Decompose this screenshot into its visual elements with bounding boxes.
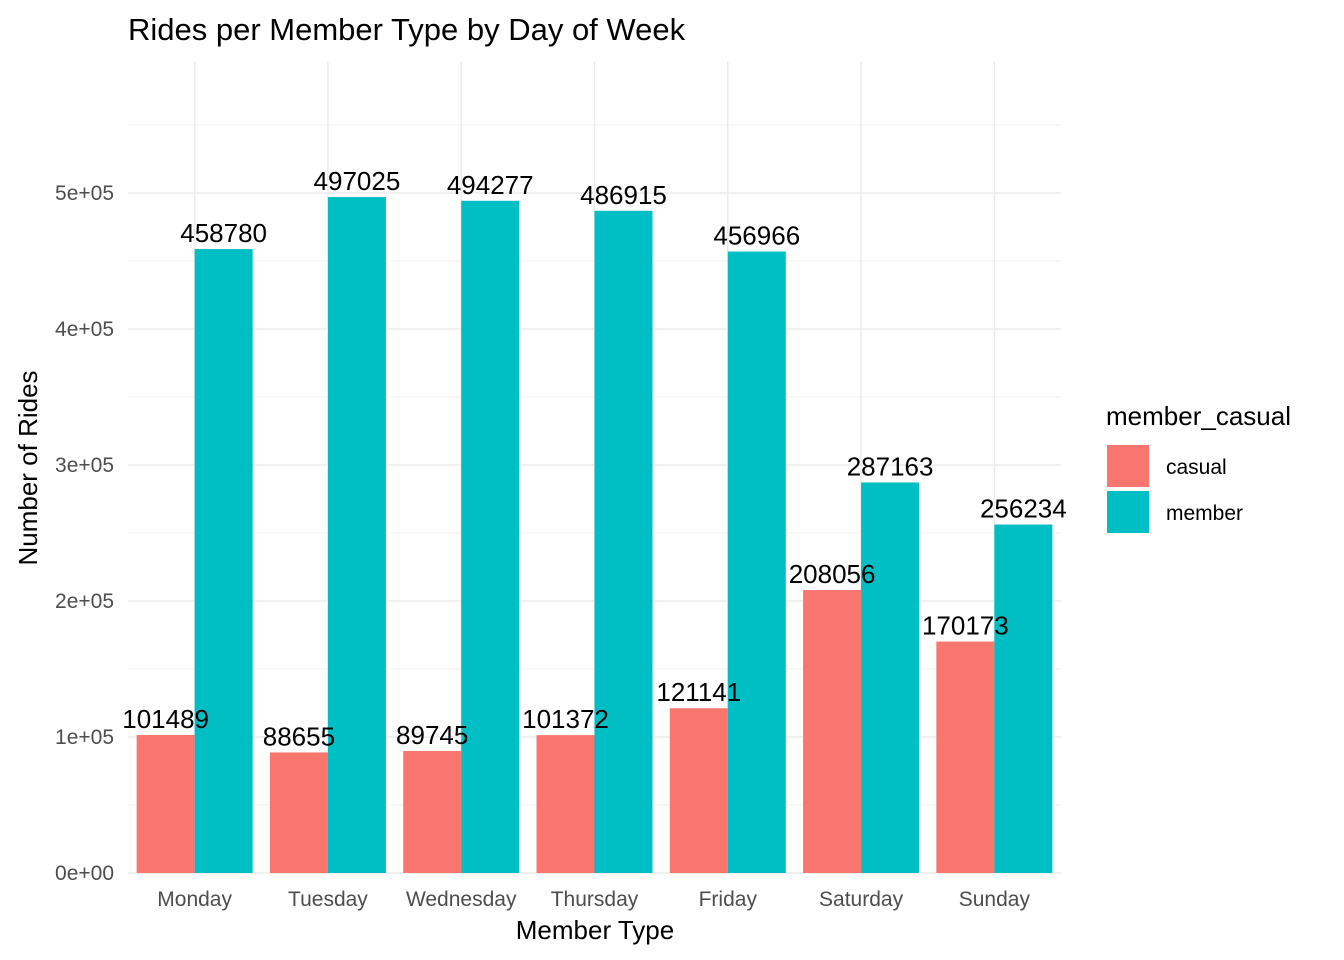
- bars: [136, 197, 1053, 874]
- x-tick-label: Wednesday: [406, 888, 517, 911]
- bar-casual-tuesday: [269, 752, 328, 873]
- data-label-member-friday: 456966: [713, 221, 800, 251]
- x-axis-title: Member Type: [516, 915, 674, 945]
- data-label-casual-monday: 101489: [122, 704, 209, 734]
- data-label-casual-thursday: 101372: [522, 704, 609, 734]
- data-label-member-monday: 458780: [180, 218, 267, 248]
- legend-title: member_casual: [1106, 401, 1291, 431]
- bar-member-thursday: [594, 210, 653, 873]
- legend-label-casual: casual: [1166, 456, 1227, 479]
- data-label-member-thursday: 486915: [580, 180, 667, 210]
- data-label-member-wednesday: 494277: [447, 170, 534, 200]
- x-tick-label: Tuesday: [288, 888, 368, 911]
- bar-casual-monday: [136, 734, 195, 873]
- x-tick-label: Saturday: [819, 888, 904, 911]
- data-label-member-sunday: 256234: [980, 494, 1067, 524]
- x-axis-ticks: Monday Tuesday Wednesday Thursday Friday Satu…: [157, 888, 1030, 911]
- y-tick-label: 2e+05: [55, 590, 114, 613]
- bar-member-tuesday: [327, 197, 386, 873]
- bar-member-saturday: [861, 482, 920, 873]
- data-label-member-tuesday: 497025: [314, 166, 401, 196]
- y-tick-label: 0e+00: [55, 862, 114, 885]
- data-label-casual-friday: 121141: [656, 677, 741, 707]
- y-tick-label: 5e+05: [55, 182, 114, 205]
- bar-casual-sunday: [936, 641, 995, 873]
- data-label-member-saturday: 287163: [847, 451, 934, 481]
- x-tick-label: Thursday: [551, 888, 639, 911]
- legend-key-casual: [1107, 445, 1149, 487]
- data-label-casual-tuesday: 88655: [263, 721, 335, 751]
- legend-key-member: [1107, 491, 1149, 533]
- bar-member-sunday: [994, 524, 1053, 873]
- x-tick-label: Sunday: [959, 888, 1031, 911]
- bar-member-monday: [194, 249, 253, 873]
- bar-casual-thursday: [536, 735, 595, 873]
- bar-member-wednesday: [461, 200, 520, 874]
- bar-casual-friday: [669, 708, 728, 873]
- data-labels: 101489 458780 88655 497025 89745 494277 101372…: [122, 166, 1066, 751]
- bar-casual-saturday: [803, 590, 862, 873]
- x-tick-label: Friday: [699, 888, 758, 911]
- bar-casual-wednesday: [403, 750, 462, 873]
- x-tick-label: Monday: [157, 888, 232, 911]
- y-axis-ticks: 0e+00 1e+05 2e+05 3e+05 4e+05 5e+05: [55, 182, 114, 885]
- data-label-casual-wednesday: 89745: [396, 720, 468, 750]
- y-tick-label: 3e+05: [55, 454, 114, 477]
- legend: member_casual casual member: [1106, 401, 1291, 533]
- bar-member-friday: [727, 251, 786, 873]
- y-axis-title: Number of Rides: [13, 370, 43, 565]
- data-label-casual-saturday: 208056: [789, 559, 876, 589]
- chart-title: Rides per Member Type by Day of Week: [128, 12, 686, 47]
- legend-items: casual member: [1107, 445, 1243, 533]
- legend-label-member: member: [1166, 502, 1243, 525]
- y-tick-label: 4e+05: [55, 318, 114, 341]
- y-tick-label: 1e+05: [55, 726, 114, 749]
- data-label-casual-sunday: 170173: [922, 611, 1009, 641]
